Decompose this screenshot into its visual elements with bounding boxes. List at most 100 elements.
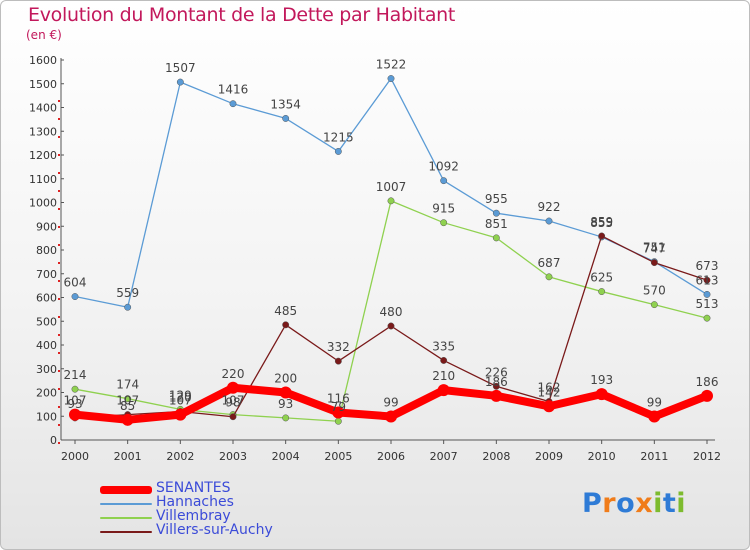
- data-label: 922: [538, 200, 561, 214]
- x-tick-label: 2011: [640, 450, 668, 463]
- data-point: [387, 322, 395, 330]
- data-point: [492, 382, 500, 390]
- data-label: 79: [331, 400, 346, 414]
- axis-dot: [58, 226, 60, 228]
- axis-dot: [58, 406, 60, 408]
- data-point: [229, 100, 237, 108]
- data-point: [174, 408, 187, 421]
- y-tick-label: 900: [36, 220, 57, 233]
- data-label: 99: [647, 395, 662, 409]
- axis-dot: [58, 118, 60, 120]
- data-label: 335: [432, 339, 455, 353]
- chart-title: Evolution du Montant de la Dette par Hab…: [28, 4, 456, 26]
- data-point: [227, 381, 239, 394]
- data-label: 604: [64, 276, 87, 290]
- data-label: 1092: [428, 160, 459, 174]
- y-tick-label: 1300: [29, 125, 57, 138]
- data-label: 1354: [270, 97, 301, 111]
- axis-dot: [58, 298, 60, 300]
- x-tick-label: 2000: [61, 450, 89, 463]
- axis-dot: [58, 136, 60, 138]
- data-point: [124, 303, 132, 311]
- data-label: 859: [590, 215, 613, 229]
- x-tick-label: 2004: [272, 450, 300, 463]
- y-tick-label: 600: [36, 292, 57, 305]
- data-point: [334, 147, 342, 155]
- axis-dot: [58, 172, 60, 174]
- data-label: 332: [327, 340, 350, 354]
- data-point: [703, 276, 711, 284]
- data-label: 1507: [165, 61, 196, 75]
- data-label: 1215: [323, 130, 354, 144]
- data-label: 613: [696, 273, 719, 287]
- y-tick-label: 1100: [29, 173, 57, 186]
- data-point: [701, 389, 713, 402]
- data-point: [650, 301, 658, 309]
- data-point: [229, 413, 237, 421]
- y-tick-label: 700: [36, 268, 57, 281]
- y-tick-label: 0: [50, 434, 57, 447]
- logo-letter: o: [616, 488, 636, 519]
- axis-dot: [58, 100, 60, 102]
- legend-swatch: [100, 531, 152, 533]
- data-point: [440, 177, 448, 185]
- axis-dot: [58, 208, 60, 210]
- y-tick-label: 500: [36, 315, 57, 328]
- data-label: 200: [274, 372, 297, 386]
- data-point: [648, 410, 661, 423]
- y-tick-label: 1000: [29, 197, 57, 210]
- logo-letter: i: [653, 488, 663, 519]
- data-point: [703, 290, 711, 298]
- data-label: 186: [485, 375, 508, 389]
- logo-letter: t: [662, 488, 677, 519]
- x-tick-label: 2007: [430, 450, 458, 463]
- data-label: 1522: [376, 58, 407, 72]
- legend-swatch: [100, 503, 152, 505]
- x-tick-label: 2009: [535, 450, 563, 463]
- logo-letter: P: [582, 488, 603, 519]
- legend-swatch: [100, 517, 152, 519]
- data-point: [492, 234, 500, 242]
- data-label: 747: [643, 242, 666, 256]
- data-point: [490, 389, 503, 402]
- y-tick-label: 800: [36, 244, 57, 257]
- data-point: [543, 400, 555, 413]
- x-tick-label: 2001: [114, 450, 142, 463]
- data-label: 93: [278, 397, 293, 411]
- logo-letter: r: [602, 488, 617, 519]
- y-tick-label: 300: [36, 363, 57, 376]
- axis-dot: [58, 316, 60, 318]
- data-point: [387, 197, 395, 205]
- axes: 0 100 200 300 400 500 600 700 800 900 1000 1100 1200…: [29, 54, 721, 463]
- y-tick-label: 1500: [29, 78, 57, 91]
- axis-dot: [58, 334, 60, 336]
- data-label: 559: [116, 286, 139, 300]
- y-tick-label: 400: [36, 339, 57, 352]
- data-point: [545, 273, 553, 281]
- x-tick-label: 2005: [324, 450, 352, 463]
- data-label: 214: [64, 368, 87, 382]
- data-label: 955: [485, 192, 508, 206]
- y-tick-label: 1400: [29, 102, 57, 115]
- x-tick-label: 2012: [693, 450, 721, 463]
- data-label: 99: [383, 395, 398, 409]
- legend-label: Hannaches: [156, 494, 234, 510]
- axis-dot: [58, 370, 60, 372]
- data-label: 116: [327, 391, 350, 405]
- data-label: 625: [590, 271, 613, 285]
- data-label: 855: [590, 216, 613, 230]
- data-point: [124, 395, 132, 403]
- axis-dot: [58, 262, 60, 264]
- data-point: [71, 385, 79, 393]
- data-label: 220: [222, 367, 245, 381]
- data-point: [71, 293, 79, 300]
- data-label: 570: [643, 284, 666, 298]
- x-tick-label: 2008: [482, 450, 510, 463]
- axis-dot: [58, 352, 60, 354]
- data-label: 687: [538, 256, 561, 270]
- data-point: [332, 406, 345, 419]
- data-point: [595, 388, 608, 401]
- data-label: 513: [696, 297, 719, 311]
